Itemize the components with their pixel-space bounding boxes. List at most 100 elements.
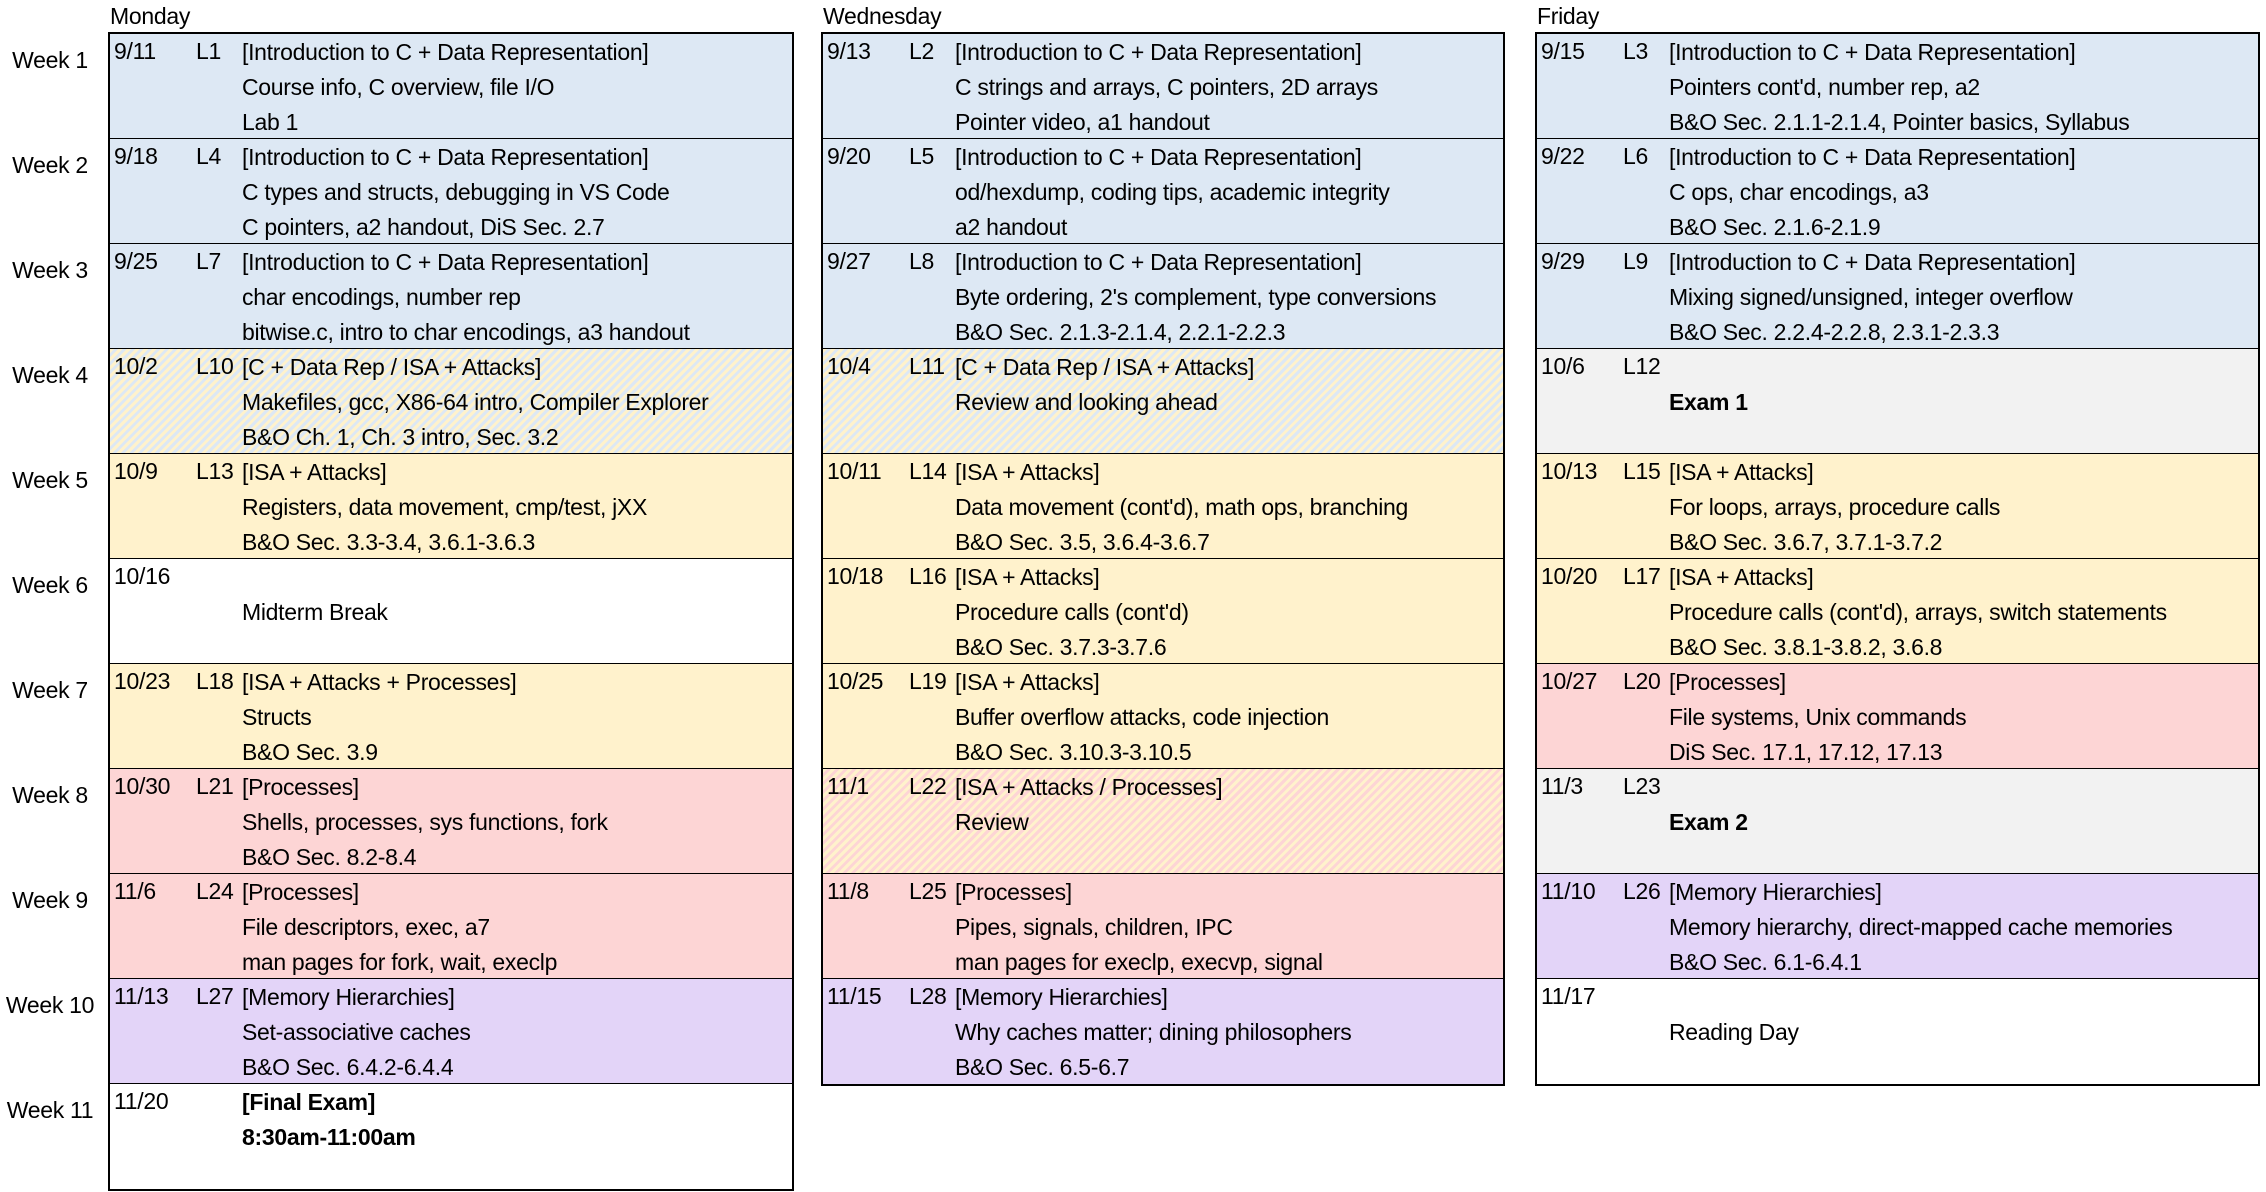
lecture-details: [Introduction to C + Data Representation… [1669,245,2254,350]
lecture-cell: 11/13 L27 [Memory Hierarchies] Set-associat… [110,979,792,1084]
lecture-reading: bitwise.c, intro to char encodings, a3 h… [242,319,690,345]
lecture-topic: [Processes] [242,879,359,905]
lecture-content: Midterm Break [242,599,388,625]
week-label: Week 9 [12,887,88,913]
lecture-content: Shells, processes, sys functions, fork [242,809,608,835]
lecture-topic: [Memory Hierarchies] [242,984,455,1010]
lecture-details: [Introduction to C + Data Representation… [1669,35,2254,140]
lecture-reading: a2 handout [955,214,1068,240]
week-label: Week 11 [6,1097,94,1123]
lecture-details: [Introduction to C + Data Representation… [242,245,788,350]
lecture-date: 11/10 [1541,878,1596,904]
lecture-number: L22 [909,773,947,799]
week-label: Week 10 [5,992,95,1018]
lecture-topic: [Introduction to C + Data Representation… [242,39,649,65]
lecture-details: [Memory Hierarchies] Why caches matter; d… [955,980,1499,1085]
lecture-topic: [ISA + Attacks] [242,459,387,485]
lecture-topic: [Memory Hierarchies] [1669,879,1882,905]
lecture-cell: 11/3 L23 Exam 2 [1537,769,2258,874]
lecture-topic: [Introduction to C + Data Representation… [242,144,649,170]
lecture-content: Pipes, signals, children, IPC [955,914,1233,940]
lecture-topic: [ISA + Attacks] [1669,564,1814,590]
lecture-number: L12 [1623,353,1661,379]
lecture-date: 10/30 [114,773,171,799]
lecture-details: [ISA + Attacks] For loops, arrays, proced… [1669,455,2254,560]
lecture-number: L9 [1623,248,1648,274]
lecture-reading: B&O Sec. 2.1.1-2.1.4, Pointer basics, Sy… [1669,109,2130,135]
lecture-cell: 11/6 L24 [Processes] File descriptors, exec… [110,874,792,979]
lecture-cell: 10/9 L13 [ISA + Attacks] Registers, data mo… [110,454,792,559]
lecture-date: 11/13 [114,983,169,1009]
lecture-reading: B&O Sec. 3.3-3.4, 3.6.1-3.6.3 [242,529,536,555]
lecture-date: 11/1 [827,773,869,799]
lecture-number: L25 [909,878,947,904]
lecture-content: Registers, data movement, cmp/test, jXX [242,494,648,520]
lecture-cell: 11/17 Reading Day [1537,979,2258,1084]
lecture-details: [ISA + Attacks] Data movement (cont'd), m… [955,455,1499,560]
lecture-content: Data movement (cont'd), math ops, branch… [955,494,1408,520]
lecture-details: [ISA + Attacks] Procedure calls (cont'd) B… [955,560,1499,665]
lecture-content: Review [955,809,1029,835]
lecture-details: [Introduction to C + Data Representation… [1669,140,2254,245]
lecture-content: char encodings, number rep [242,284,521,310]
lecture-number: L26 [1623,878,1661,904]
lecture-topic [242,560,788,595]
lecture-content: For loops, arrays, procedure calls [1669,494,2001,520]
lecture-date: 11/8 [827,878,869,904]
lecture-cell: 10/6 L12 Exam 1 [1537,349,2258,454]
lecture-topic: [Introduction to C + Data Representation… [1669,39,2076,65]
day-table: 9/11 L1 [Introduction to C + Data Represen… [108,32,794,1191]
week-label: Week 4 [12,362,88,388]
lecture-reading: man pages for execlp, execvp, signal [955,949,1323,975]
lecture-date: 10/13 [1541,458,1598,484]
lecture-cell: 11/15 L28 [Memory Hierarchies] Why caches m… [823,979,1503,1084]
lecture-reading: B&O Sec. 6.1-6.4.1 [1669,949,1862,975]
lecture-content: Reading Day [1669,1019,1799,1045]
lecture-reading: B&O Ch. 1, Ch. 3 intro, Sec. 3.2 [242,424,559,450]
lecture-details: [ISA + Attacks] Registers, data movement,… [242,455,788,560]
lecture-date: 10/20 [1541,563,1598,589]
lecture-date: 10/23 [114,668,171,694]
lecture-date: 9/22 [1541,143,1585,169]
week-label: Week 2 [12,152,88,178]
lecture-number: L3 [1623,38,1648,64]
lecture-reading: B&O Sec. 6.4.2-6.4.4 [242,1054,454,1080]
lecture-date: 10/4 [827,353,871,379]
day-header: Monday [110,3,191,29]
lecture-reading: B&O Sec. 3.6.7, 3.7.1-3.7.2 [1669,529,1943,555]
lecture-cell: 10/27 L20 [Processes] File systems, Unix co… [1537,664,2258,769]
day-table: 9/15 L3 [Introduction to C + Data Represen… [1535,32,2260,1086]
lecture-cell: 10/16 Midterm Break [110,559,792,664]
lecture-details: [Memory Hierarchies] Set-associative cach… [242,980,788,1085]
lecture-content: C types and structs, debugging in VS Cod… [242,179,670,205]
lecture-details: [Processes] File descriptors, exec, a7 man… [242,875,788,980]
lecture-number: L10 [196,353,234,379]
lecture-reading [955,840,1499,875]
lecture-reading [242,630,788,665]
lecture-content: File descriptors, exec, a7 [242,914,490,940]
lecture-content: C strings and arrays, C pointers, 2D arr… [955,74,1378,100]
lecture-details: Exam 1 [1669,350,2254,455]
lecture-topic: [Introduction to C + Data Representation… [955,249,1362,275]
lecture-number: L23 [1623,773,1661,799]
lecture-content: Course info, C overview, file I/O [242,74,555,100]
lecture-details: [Introduction to C + Data Representation… [955,140,1499,245]
day-header: Wednesday [823,3,942,29]
lecture-reading: B&O Sec. 3.9 [242,739,378,765]
lecture-cell: 9/11 L1 [Introduction to C + Data Represen… [110,34,792,139]
lecture-cell: 11/10 L26 [Memory Hierarchies] Memory hiera… [1537,874,2258,979]
lecture-number: L16 [909,563,947,589]
lecture-topic: [ISA + Attacks] [955,459,1100,485]
lecture-content: od/hexdump, coding tips, academic integr… [955,179,1390,205]
lecture-topic: [Memory Hierarchies] [955,984,1168,1010]
lecture-reading: DiS Sec. 17.1, 17.12, 17.13 [1669,739,1943,765]
lecture-date: 11/6 [114,878,156,904]
lecture-reading: B&O Sec. 3.8.1-3.8.2, 3.6.8 [1669,634,1943,660]
lecture-reading: man pages for fork, wait, execlp [242,949,558,975]
lecture-topic: [ISA + Attacks + Processes] [242,669,517,695]
lecture-details: [Introduction to C + Data Representation… [242,140,788,245]
lecture-topic: [Introduction to C + Data Representation… [1669,249,2076,275]
lecture-content: Memory hierarchy, direct-mapped cache me… [1669,914,2173,940]
lecture-details: [C + Data Rep / ISA + Attacks] Review and… [955,350,1499,455]
lecture-reading: C pointers, a2 handout, DiS Sec. 2.7 [242,214,605,240]
